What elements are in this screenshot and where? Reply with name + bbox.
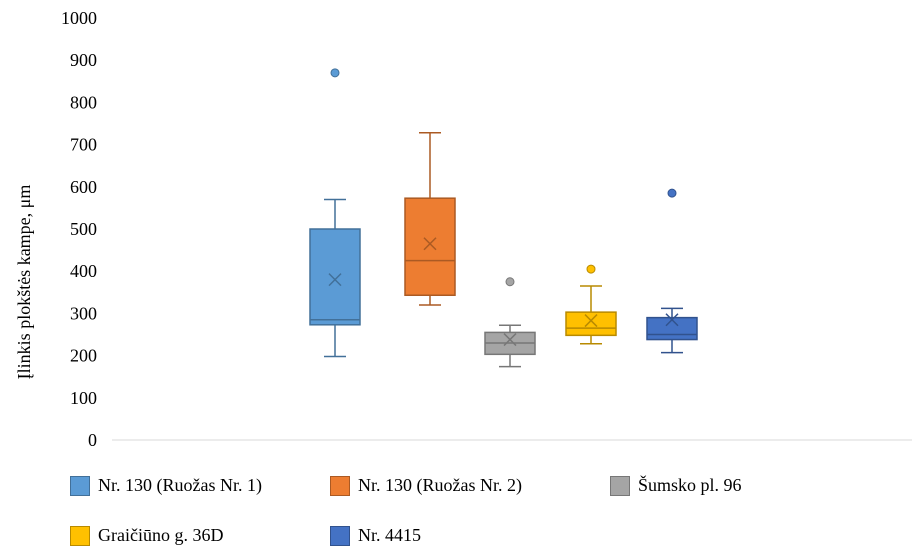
mean-marker [423,237,437,251]
y-axis-label: Įlinkis plokštės kampe, μm [14,185,34,380]
y-tick-label: 700 [70,135,97,155]
box-series [404,132,456,306]
box [646,316,698,341]
boxes [309,68,698,368]
box-series [309,68,361,358]
y-tick-label: 100 [70,388,97,408]
mean-marker [503,333,517,347]
outlier-point [586,264,596,274]
box-series [484,277,536,368]
outlier-point [505,277,515,287]
y-tick-label: 500 [70,219,97,239]
mean-marker [584,314,598,328]
box [404,197,456,297]
y-tick-label: 800 [70,92,97,112]
mean-marker [665,313,679,327]
box [565,311,617,337]
y-tick-label: 200 [70,346,97,366]
axes: 0 100 200 300 400 500 600 700 800 900 1000 [61,8,912,450]
y-tick-label: 1000 [61,8,97,28]
box-series [646,188,698,354]
y-tick-label: 0 [88,430,97,450]
box-series [565,264,617,345]
outlier-point [330,68,340,78]
mean-marker [328,273,342,287]
y-tick-label: 900 [70,50,97,70]
y-tick-label: 400 [70,261,97,281]
y-tick-label: 600 [70,177,97,197]
outlier-point [667,188,677,198]
y-tick-label: 300 [70,303,97,323]
box [309,228,361,326]
